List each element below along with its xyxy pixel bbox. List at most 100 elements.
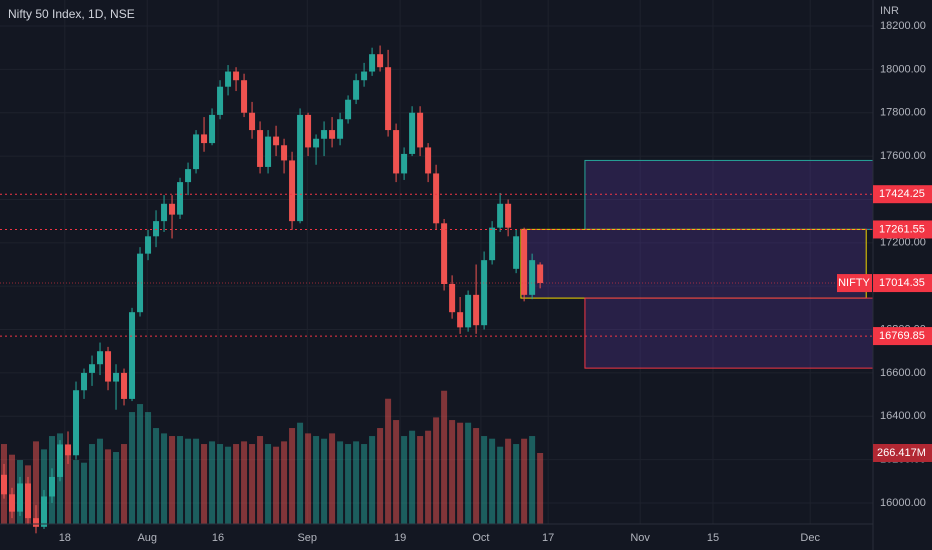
y-tick-label: 17800.00 <box>880 107 926 119</box>
volume-bar <box>529 436 536 524</box>
candle-body <box>33 518 40 527</box>
candle-body <box>121 372 128 399</box>
symbol-label-box <box>837 274 872 293</box>
volume-bar <box>353 441 360 524</box>
volume-bar <box>337 441 344 524</box>
x-tick-label: 18 <box>59 532 71 544</box>
volume-bar <box>377 428 384 524</box>
y-tick-label: 18000.00 <box>880 63 926 75</box>
candle-body <box>49 476 56 497</box>
volume-bar <box>505 438 512 524</box>
candle-body <box>345 99 352 120</box>
candle-body <box>73 390 80 456</box>
candle-body <box>457 312 464 328</box>
chart-title: Nifty 50 Index, 1D, NSE <box>8 7 135 21</box>
candle-body <box>417 112 424 148</box>
volume-bar <box>385 398 392 524</box>
candle-body <box>57 444 64 477</box>
volume-bar <box>329 433 336 524</box>
candle-body <box>489 227 496 261</box>
candle-body <box>241 80 248 113</box>
candle-body <box>401 153 408 174</box>
volume-bar <box>121 444 128 524</box>
volume-bar <box>185 438 192 524</box>
volume-bar <box>417 436 424 524</box>
volume-label-box <box>873 443 932 462</box>
volume-bar <box>145 412 152 524</box>
price-label-box <box>873 185 932 204</box>
candle-body <box>449 284 456 313</box>
volume-bar <box>489 438 496 524</box>
candle-body <box>465 294 472 328</box>
volume-bar <box>521 438 528 524</box>
candle-body <box>433 173 440 224</box>
x-tick-label: Dec <box>800 532 820 544</box>
candle-body <box>129 312 136 399</box>
price-label: 17261.55 <box>879 223 925 235</box>
volume-bar <box>513 444 520 524</box>
candle-body <box>329 130 336 139</box>
candle-body <box>473 294 480 326</box>
candle-body <box>65 444 72 456</box>
volume-bar <box>65 454 72 524</box>
candle-body <box>513 236 520 269</box>
candle-body <box>113 372 120 382</box>
candle-body <box>353 80 360 100</box>
candle-body <box>361 71 368 81</box>
candle-body <box>273 136 280 146</box>
candle-body <box>425 147 432 174</box>
candle-body <box>313 138 320 148</box>
candle-body <box>161 203 168 222</box>
candle-body <box>9 494 16 512</box>
x-tick-label: 16 <box>212 532 224 544</box>
candle-body <box>521 229 528 295</box>
currency-label: INR <box>880 5 899 17</box>
zone <box>584 297 874 369</box>
volume-bar <box>409 430 416 524</box>
volume-bar <box>361 444 368 524</box>
candle-body <box>153 221 160 237</box>
volume-bar <box>81 462 88 524</box>
volume-bar <box>305 433 312 524</box>
axes: 18200.0018000.0017800.0017600.0017400.00… <box>59 20 932 544</box>
volume-bar <box>161 433 168 524</box>
y-tick-label: 18200.00 <box>880 20 926 32</box>
y-tick-label: 17200.00 <box>880 237 926 249</box>
last-price-box <box>873 274 932 293</box>
volume-bar <box>369 436 376 524</box>
volume-bar <box>441 390 448 524</box>
candle-body <box>369 54 376 72</box>
candle-body <box>337 119 344 139</box>
candle-body <box>537 264 544 284</box>
volume-bar <box>497 446 504 524</box>
volume-bar <box>137 404 144 524</box>
candle-body <box>145 236 152 254</box>
volume-bar <box>481 436 488 524</box>
volume-bar <box>249 444 256 524</box>
candle-body <box>1 474 8 495</box>
last-price-label: 17014.35 <box>879 277 925 289</box>
candle-body <box>89 364 96 373</box>
zone <box>520 228 867 299</box>
candle-body <box>217 86 224 115</box>
candle-body <box>409 112 416 154</box>
volume-bar <box>473 428 480 524</box>
y-tick-label: 16000.00 <box>880 497 926 509</box>
x-tick-label: 17 <box>542 532 554 544</box>
price-label: 16769.85 <box>879 330 925 342</box>
volume-bar <box>73 460 80 524</box>
volume-bar <box>449 420 456 524</box>
price-lines <box>0 193 873 337</box>
candle-body <box>265 136 272 167</box>
volume-bar <box>465 422 472 524</box>
volume-bar <box>89 444 96 524</box>
y-tick-label: 17600.00 <box>880 150 926 162</box>
zones <box>520 159 874 369</box>
x-tick-label: 19 <box>394 532 406 544</box>
candle-body <box>257 130 264 167</box>
volume-bar <box>273 446 280 524</box>
volume-bar <box>113 452 120 524</box>
y-tick-label: 16600.00 <box>880 367 926 379</box>
